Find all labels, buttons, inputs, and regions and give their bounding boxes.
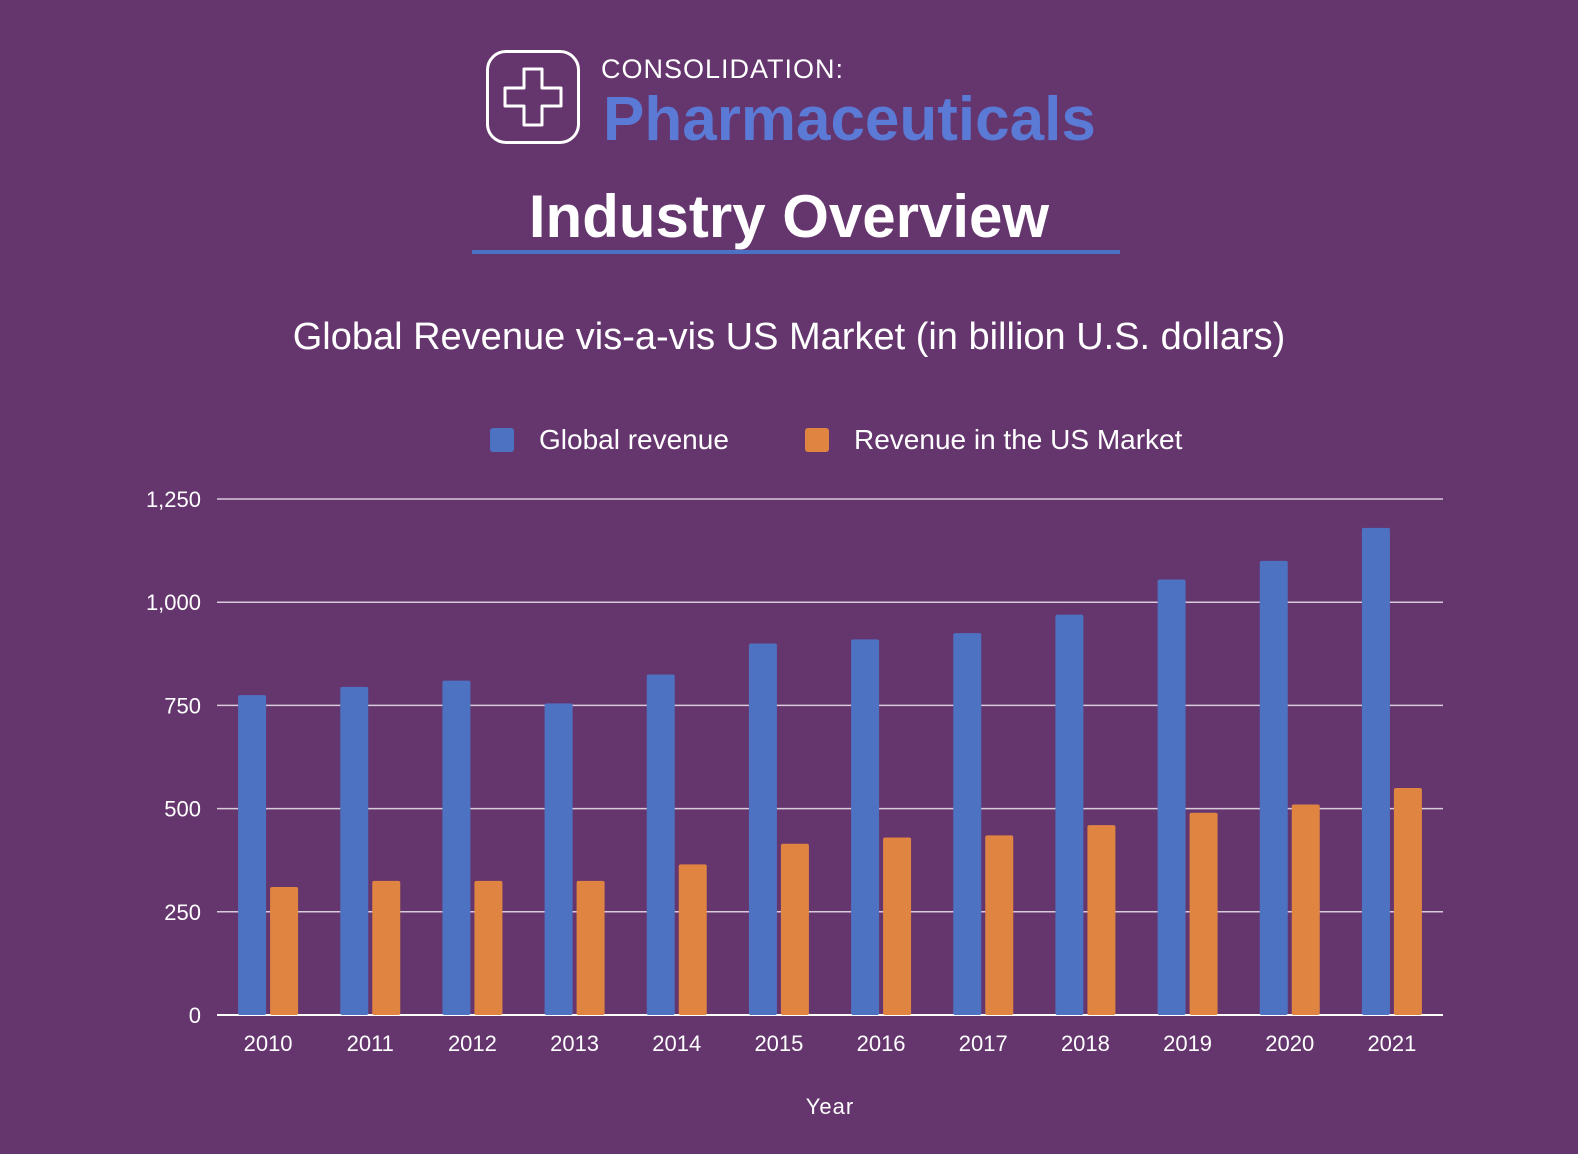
y-tick-label: 1,000 [146, 590, 201, 615]
legend-item-us: Revenue in the US Market [805, 420, 1182, 460]
x-tick-label: 2021 [1367, 1031, 1416, 1056]
y-tick-label: 500 [164, 797, 201, 822]
x-tick-label: 2018 [1061, 1031, 1110, 1056]
header-kicker: CONSOLIDATION: [601, 54, 845, 84]
y-tick-label: 1,250 [146, 487, 201, 512]
bar-global-revenue [851, 639, 880, 1015]
x-axis-label: Year [806, 1094, 854, 1119]
bar-global-revenue [646, 674, 675, 1015]
x-tick-label: 2010 [244, 1031, 293, 1056]
bar-us-revenue [372, 880, 401, 1015]
y-tick-label: 0 [189, 1003, 201, 1028]
bar-global-revenue [1157, 579, 1186, 1015]
x-tick-label: 2017 [959, 1031, 1008, 1056]
chart-title: Global Revenue vis-a-vis US Market (in b… [292, 316, 1286, 358]
bar-us-revenue [474, 880, 503, 1015]
x-tick-label: 2015 [754, 1031, 803, 1056]
y-tick-label: 250 [164, 900, 201, 925]
bar-us-revenue [780, 843, 809, 1015]
x-tick-label: 2012 [448, 1031, 497, 1056]
header-brand: Pharmaceuticals [603, 85, 1096, 154]
bar-us-revenue [576, 880, 605, 1015]
x-tick-label: 2019 [1163, 1031, 1212, 1056]
bar-us-revenue [985, 835, 1014, 1015]
bar-global-revenue [1055, 614, 1084, 1015]
page-title: Industry Overview [528, 183, 1050, 250]
legend-label-us: Revenue in the US Market [854, 424, 1183, 455]
bar-global-revenue [748, 643, 777, 1015]
legend-swatch-us [805, 428, 829, 452]
bar-us-revenue [1291, 804, 1320, 1015]
x-tick-label: 2020 [1265, 1031, 1314, 1056]
bar-us-revenue [1087, 825, 1116, 1015]
x-tick-label: 2016 [857, 1031, 906, 1056]
bar-global-revenue [1259, 560, 1288, 1015]
bar-global-revenue [442, 680, 471, 1015]
title-underline [472, 250, 1120, 254]
chart-legend: Global revenue Revenue in the US Market [0, 420, 1578, 460]
x-tick-label: 2013 [550, 1031, 599, 1056]
bar-global-revenue [544, 703, 573, 1015]
bar-global-revenue [953, 633, 982, 1015]
bar-global-revenue [340, 686, 369, 1015]
bar-us-revenue [270, 887, 299, 1015]
legend-swatch-global [490, 428, 514, 452]
y-tick-label: 750 [164, 693, 201, 718]
bar-us-revenue [883, 837, 912, 1015]
bar-us-revenue [1393, 787, 1422, 1015]
legend-label-global: Global revenue [539, 424, 729, 455]
medical-cross-icon [486, 50, 580, 144]
bar-us-revenue [678, 864, 707, 1015]
x-tick-label: 2014 [652, 1031, 701, 1056]
bar-us-revenue [1189, 812, 1218, 1015]
bar-global-revenue [238, 695, 267, 1015]
legend-item-global: Global revenue [490, 420, 729, 460]
x-tick-label: 2011 [347, 1031, 394, 1056]
bar-global-revenue [1361, 527, 1390, 1015]
